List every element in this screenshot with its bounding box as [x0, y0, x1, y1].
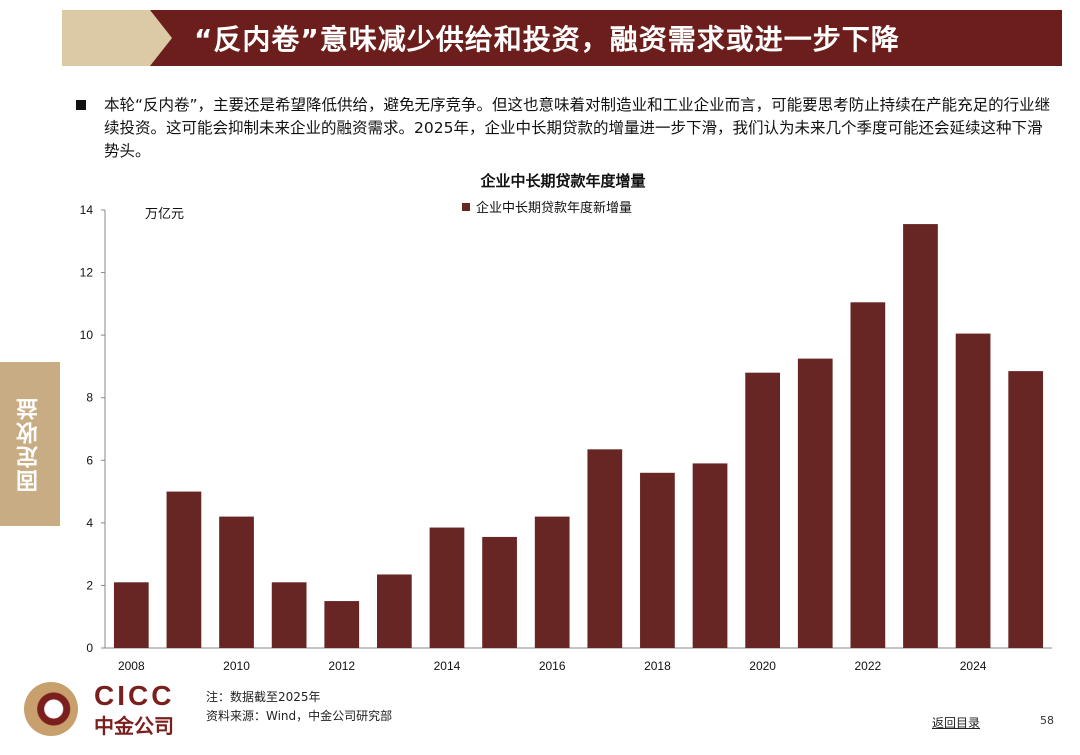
chart-title: 企业中长期贷款年度增量: [479, 172, 645, 190]
x-tick-label: 2014: [434, 659, 461, 673]
bar-2023: [903, 224, 938, 649]
data-note: 注：数据截至2025年: [206, 690, 321, 704]
back-to-contents-link[interactable]: 返回目录: [932, 716, 981, 730]
bar-2019: [692, 463, 728, 648]
bar-2008: [113, 582, 149, 648]
x-tick-label: 2022: [855, 659, 882, 673]
title-accent-tab: [62, 10, 172, 66]
x-tick-label: 2024: [960, 659, 987, 673]
y-tick-label: 8: [86, 391, 93, 405]
y-tick-label: 0: [86, 641, 93, 655]
bar-2012: [324, 601, 360, 648]
x-tick-label: 2020: [749, 659, 776, 673]
bar-2009: [166, 491, 202, 648]
bar-2010: [219, 516, 254, 648]
side-section-tab[interactable]: 固定收益: [0, 362, 60, 526]
x-tick-label: 2018: [644, 659, 671, 673]
x-tick-label: 2016: [539, 659, 566, 673]
logo-chinese: 中金公司: [94, 714, 174, 738]
data-source: 资料来源：Wind，中金公司研究部: [206, 709, 393, 723]
intro-paragraph: 本轮“反内卷”，主要还是希望降低供给，避免无序竞争。但这也意味着对制造业和工业企…: [76, 94, 1056, 163]
bar-2018: [640, 472, 675, 648]
bar-2015: [482, 536, 517, 648]
x-tick-label: 2012: [328, 659, 355, 673]
footnote: 注：数据截至2025年 资料来源：Wind，中金公司研究部: [206, 688, 392, 726]
bar-2022: [850, 302, 886, 648]
legend-swatch: [462, 203, 470, 211]
title-bar: “反内卷”意味减少供给和投资，融资需求或进一步下降: [150, 10, 1062, 66]
bar-2016: [534, 516, 570, 648]
bar-2020: [745, 372, 781, 648]
bar-2021: [797, 358, 833, 648]
y-tick-label: 4: [86, 516, 93, 530]
y-unit-label: 万亿元: [145, 206, 184, 221]
x-tick-label: 2010: [223, 659, 250, 673]
bar-2025: [1008, 371, 1044, 648]
y-tick-label: 12: [80, 266, 94, 280]
y-tick-label: 6: [86, 453, 93, 467]
bar-2011: [271, 582, 307, 648]
bar-2017: [587, 449, 623, 648]
y-tick-label: 2: [86, 578, 93, 592]
intro-text: 本轮“反内卷”，主要还是希望降低供给，避免无序竞争。但这也意味着对制造业和工业企…: [104, 96, 1051, 160]
page-title: “反内卷”意味减少供给和投资，融资需求或进一步下降: [194, 23, 900, 56]
x-tick-label: 2008: [118, 659, 145, 673]
y-tick-label: 10: [80, 328, 94, 342]
page-number: 58: [1040, 714, 1054, 727]
bar-2013: [376, 574, 412, 648]
y-tick-label: 14: [80, 203, 94, 217]
legend-label: 企业中长期贷款年度新增量: [476, 200, 632, 215]
bar-2014: [429, 527, 465, 648]
logo-english: CICC: [94, 680, 175, 711]
cicc-logo: CICC 中金公司: [24, 680, 199, 738]
square-bullet-icon: [76, 100, 86, 110]
cicc-logo-icon: [24, 682, 78, 736]
bar-2024: [955, 333, 991, 648]
